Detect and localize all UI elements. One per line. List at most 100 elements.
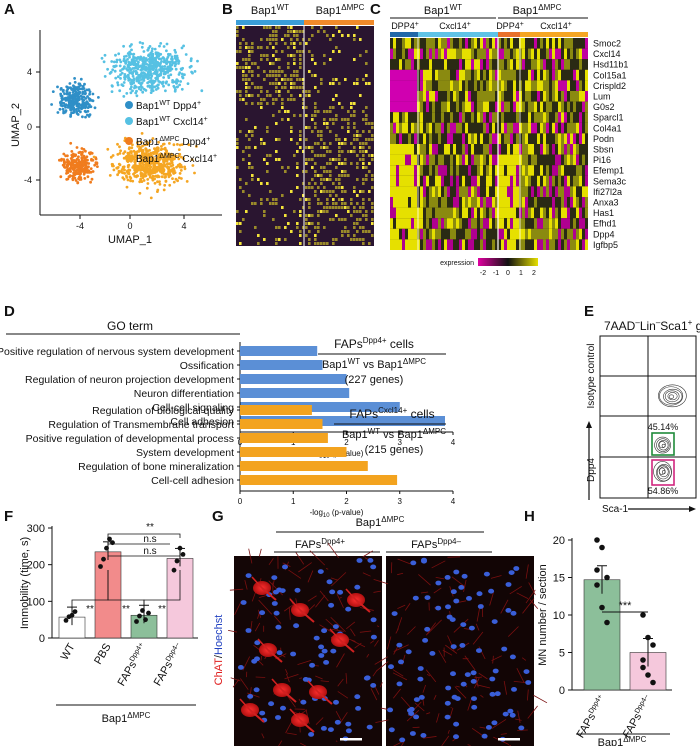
heatmap-cell	[350, 114, 353, 117]
heatmap-cell	[356, 82, 359, 85]
heatmap-cell	[326, 206, 329, 209]
heatmap-cell	[275, 242, 278, 245]
heatmap-cell	[471, 91, 474, 102]
heatmap-cell	[362, 238, 365, 241]
heatmap-cell	[483, 186, 486, 197]
heatmap-cell	[477, 112, 480, 123]
heatmap-cell	[390, 197, 393, 208]
heatmap-cell	[540, 48, 543, 60]
heatmap-cell	[426, 48, 429, 60]
fiber	[339, 712, 348, 725]
heatmap-cell	[552, 59, 555, 70]
heatmap-cell	[522, 91, 525, 102]
heatmap-cell	[555, 197, 558, 208]
heatmap-cell	[390, 122, 393, 134]
fiber	[406, 709, 420, 722]
umap-point	[122, 167, 126, 171]
heatmap-cell	[245, 102, 248, 105]
heatmap-cell	[555, 59, 558, 70]
mn-group-label: Bap1ΔMPC	[598, 735, 647, 746]
heatmap-cell	[317, 202, 320, 205]
heatmap-cell	[495, 239, 498, 250]
heatmap-cell	[305, 186, 308, 189]
heatmap-cell	[432, 239, 435, 250]
heatmap-cell	[546, 228, 549, 240]
neurite	[317, 691, 333, 705]
heatmap-cell	[305, 226, 308, 229]
fiber	[386, 636, 392, 650]
nucleus	[271, 575, 278, 580]
heatmap-cell	[462, 133, 465, 144]
heatmap-cell	[311, 158, 314, 161]
umap-point	[156, 180, 159, 184]
heatmap-cell	[435, 186, 438, 197]
mn-y-tick: 0	[559, 685, 565, 697]
umap-point	[144, 174, 148, 178]
heatmap-cell	[311, 114, 314, 117]
umap-point	[85, 162, 88, 166]
mn-point	[594, 582, 600, 588]
heatmap-cell	[402, 228, 405, 240]
heatmap-cell	[573, 48, 576, 60]
umap-point	[154, 174, 158, 178]
heatmap-cell	[543, 207, 546, 219]
heatmap-cell	[405, 218, 408, 229]
fiber	[490, 575, 502, 579]
heatmap-cell	[477, 133, 480, 144]
heatmap-cell	[528, 197, 531, 208]
heatmap-cell	[405, 133, 408, 144]
gene-label: Efhd1	[593, 219, 617, 229]
heatmap-cell	[248, 50, 251, 53]
fiber	[379, 682, 383, 688]
heatmap-cell	[570, 38, 573, 49]
heatmap-cell	[528, 80, 531, 91]
heatmap-cell	[474, 69, 477, 81]
heatmap-cell	[302, 226, 305, 229]
heatmap-cell	[474, 239, 477, 250]
heatmap-cell	[513, 59, 516, 70]
heatmap-cell	[320, 138, 323, 141]
heatmap-cell	[516, 101, 519, 113]
heatmap-cell	[423, 101, 426, 113]
heatmap-cell	[254, 226, 257, 229]
umap-point	[175, 85, 179, 89]
heatmap-cell	[528, 228, 531, 240]
heatmap-cell	[507, 165, 510, 176]
heatmap-cell	[435, 101, 438, 113]
nucleus	[245, 573, 252, 578]
heatmap-cell	[537, 165, 540, 176]
heatmap-cell	[471, 112, 474, 123]
heatmap-cell	[263, 238, 266, 241]
fiber	[423, 736, 437, 739]
heatmap-cell	[311, 222, 314, 225]
umap-point	[111, 68, 115, 72]
heatmap-cell	[396, 48, 399, 60]
heatmap-cell	[338, 206, 341, 209]
heatmap-cell	[332, 198, 335, 201]
heatmap-cell	[314, 74, 317, 77]
nucleus	[509, 712, 516, 718]
umap-point	[122, 81, 126, 84]
heatmap-cell	[510, 175, 513, 187]
nucleus	[282, 564, 288, 570]
heatmap-cell	[393, 218, 396, 229]
heatmap-cell	[498, 207, 501, 219]
fiber	[268, 558, 274, 566]
heatmap-cell	[573, 186, 576, 197]
heatmap-cell	[390, 59, 393, 70]
heatmap-cell	[480, 239, 483, 250]
umap-point	[159, 168, 163, 172]
gene-label: Ifi27l2a	[593, 187, 622, 197]
heatmap-cell	[362, 182, 365, 185]
heatmap-cell	[555, 133, 558, 144]
umap-point	[142, 179, 146, 182]
heatmap-cell	[411, 228, 414, 240]
umap-point	[77, 155, 80, 159]
heatmap-cell	[540, 38, 543, 49]
heatmap-cell	[242, 26, 245, 29]
heatmap-cell	[561, 207, 564, 219]
heatmap-cell	[504, 228, 507, 240]
heatmap-cell	[477, 101, 480, 113]
heatmap-cell	[444, 38, 447, 49]
umap-point	[112, 168, 116, 172]
